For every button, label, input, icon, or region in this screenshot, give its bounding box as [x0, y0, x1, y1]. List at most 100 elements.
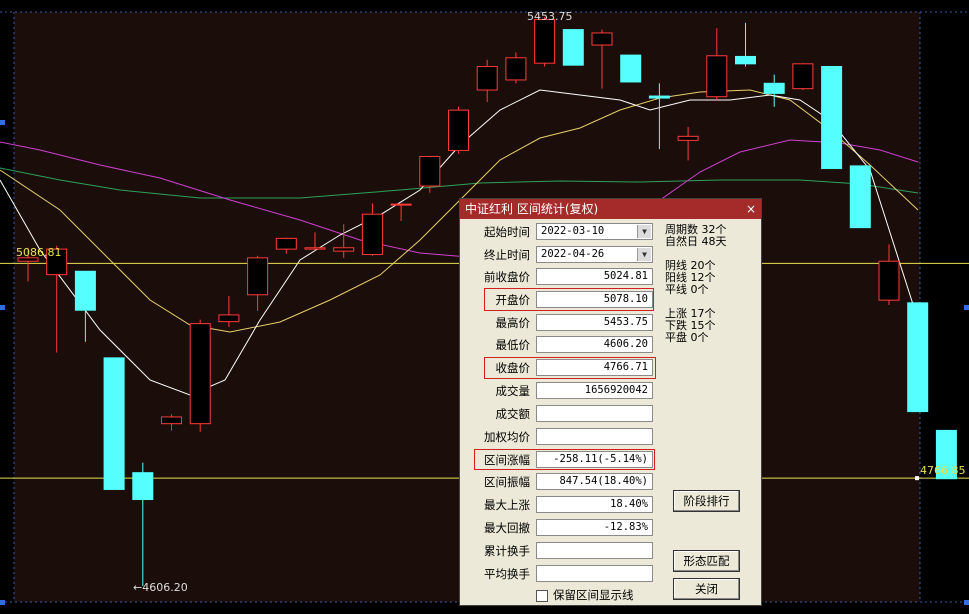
low-price-marker: ←4606.20 — [133, 581, 188, 594]
cum-turnover-field — [536, 542, 653, 559]
highlight-close — [484, 357, 656, 379]
candle-body — [907, 302, 929, 413]
candle-body — [706, 55, 728, 98]
candle-body — [132, 472, 154, 501]
stat-yin: 阴线 20个 — [665, 259, 716, 272]
keep-interval-lines-checkbox[interactable] — [536, 590, 548, 602]
interval-amplitude-field: 847.54(18.40%) — [536, 473, 653, 490]
pattern-match-button[interactable]: 形态匹配 — [673, 550, 740, 572]
selection-handle — [0, 305, 5, 310]
candle-body — [74, 270, 96, 311]
label-close: 收盘价 — [495, 361, 531, 375]
stat-days: 自然日 48天 — [665, 235, 727, 248]
end-time-select[interactable]: 2022-04-26 ▼ — [536, 246, 653, 263]
start-time-value: 2022-03-10 — [541, 225, 605, 237]
label-interval-amplitude: 区间振幅 — [484, 475, 530, 489]
stat-down: 下跌 15个 — [665, 319, 716, 332]
label-cum-turnover: 累计换手 — [484, 544, 530, 558]
label-start-time: 起始时间 — [484, 225, 530, 239]
label-max-rise: 最大上涨 — [484, 498, 530, 512]
candle-body — [46, 248, 68, 276]
candle-body — [620, 54, 642, 83]
left-price-label: 5086.81 — [16, 246, 62, 259]
chevron-down-icon[interactable]: ▼ — [637, 225, 651, 238]
candle-body — [792, 63, 814, 90]
label-open: 开盘价 — [495, 293, 531, 307]
candle-body — [591, 32, 613, 46]
label-high: 最高价 — [495, 316, 531, 330]
candle-body — [534, 19, 556, 64]
candle-body — [735, 55, 756, 65]
stat-flat: 平盘 0个 — [665, 331, 709, 344]
candle-body — [476, 66, 498, 91]
interval-change-field: -258.11(-5.14%) — [536, 451, 653, 468]
stat-up: 上涨 17个 — [665, 307, 716, 320]
dialog-title-bar[interactable]: 中证红利 区间统计(复权) × — [460, 199, 761, 219]
candle-body — [878, 260, 900, 301]
stat-yang: 阳线 12个 — [665, 271, 716, 284]
right-price-label: 4766.85 — [920, 464, 966, 477]
selection-handle — [0, 120, 5, 125]
stat-periods: 周期数 32个 — [665, 223, 727, 236]
chevron-down-icon[interactable]: ▼ — [637, 248, 651, 261]
stat-flat-line: 平线 0个 — [665, 283, 709, 296]
label-prev-close: 前收盘价 — [484, 270, 530, 284]
candle-body — [161, 416, 182, 425]
candle-body — [390, 203, 412, 206]
start-time-select[interactable]: 2022-03-10 ▼ — [536, 223, 653, 240]
label-interval-change: 区间涨幅 — [484, 453, 530, 467]
candle-body — [247, 257, 269, 296]
label-amount: 成交额 — [495, 407, 531, 421]
weighted-avg-field — [536, 428, 653, 445]
stage-ranking-button[interactable]: 阶段排行 — [673, 490, 740, 512]
candle-body — [189, 323, 211, 425]
candle-body — [218, 314, 240, 323]
prev-close-field: 5024.81 — [536, 268, 653, 285]
candle-body — [304, 247, 326, 250]
close-button[interactable]: 关闭 — [673, 578, 740, 600]
label-volume: 成交量 — [495, 384, 531, 398]
label-end-time: 终止时间 — [484, 248, 530, 262]
candle-body — [821, 66, 843, 170]
candle-body — [333, 247, 355, 252]
high-price-marker: 5453.75 — [527, 10, 573, 23]
highlight-interval-change — [474, 449, 655, 470]
max-rise-field: 18.40% — [536, 496, 653, 513]
candle-body — [103, 357, 125, 490]
high-field: 5453.75 — [536, 314, 653, 331]
selection-handle — [0, 600, 5, 605]
keep-interval-lines-label: 保留区间显示线 — [553, 588, 634, 602]
candle-body — [361, 213, 383, 255]
candle-body — [448, 109, 469, 151]
candle-body — [505, 57, 527, 81]
amount-field — [536, 405, 653, 422]
interval-stats-dialog: 中证红利 区间统计(复权) × 起始时间 2022-03-10 ▼ 终止时间 20… — [459, 198, 762, 606]
low-field: 4606.20 — [536, 336, 653, 353]
avg-turnover-field — [536, 565, 653, 582]
selection-handle — [964, 600, 969, 605]
label-max-drawdown: 最大回撤 — [484, 521, 530, 535]
highlight-open — [484, 288, 654, 311]
candle-body — [763, 82, 785, 94]
candle-body — [419, 155, 441, 187]
end-time-value: 2022-04-26 — [541, 248, 605, 260]
label-weighted-avg: 加权均价 — [484, 430, 530, 444]
cursor-marker — [915, 476, 919, 481]
ma60-line — [0, 167, 919, 199]
label-avg-turnover: 平均换手 — [484, 567, 530, 581]
volume-field: 1656920042 — [536, 382, 653, 399]
close-field: 4766.71 — [536, 359, 653, 376]
candle-body — [935, 429, 957, 480]
selection-handle — [964, 305, 969, 310]
open-field: 5078.10 — [536, 291, 653, 308]
close-icon[interactable]: × — [745, 202, 757, 216]
candle-body — [275, 237, 297, 250]
candle-body — [648, 95, 670, 99]
max-drawdown-field: -12.83% — [536, 519, 653, 536]
candle-body — [17, 257, 39, 262]
dialog-title: 中证红利 区间统计(复权) — [465, 202, 599, 216]
ma5-line — [0, 89, 919, 396]
candle-body — [562, 29, 584, 66]
candle-body — [677, 135, 699, 141]
candle-body — [849, 165, 871, 229]
